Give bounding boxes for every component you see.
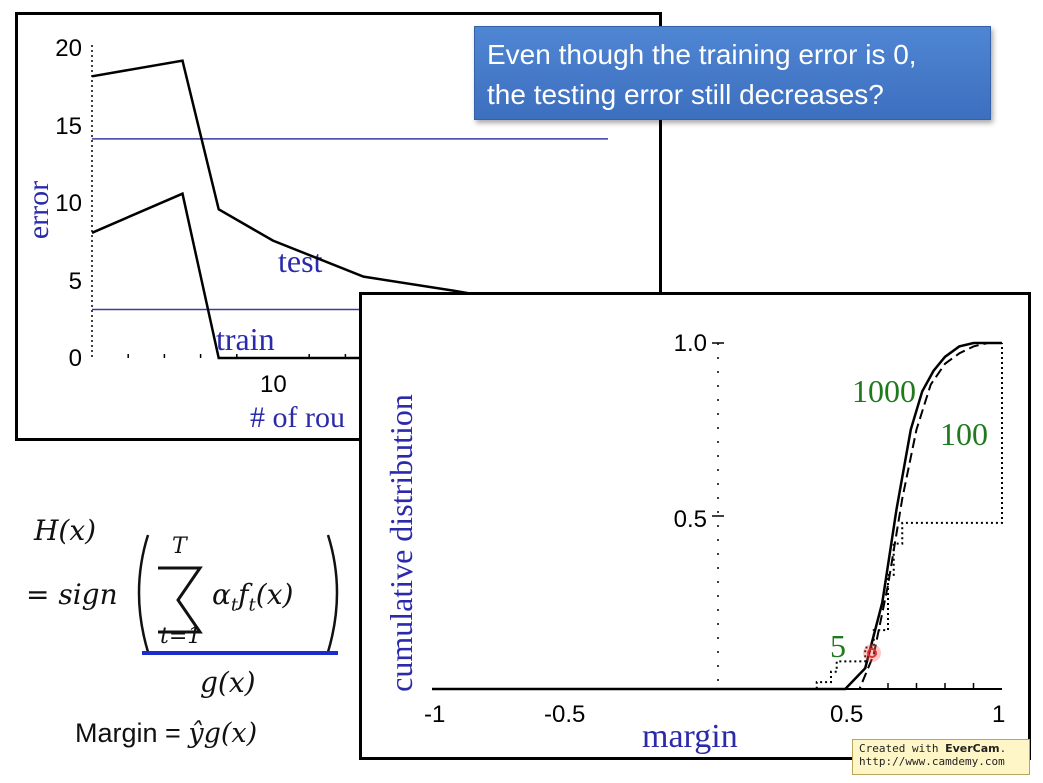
x-tick-neg1: -1: [424, 701, 445, 728]
error-chart-svg: error # of rou test train 10 0 5 10 15 2…: [22, 35, 690, 434]
rounds-axis-label: # of rou: [250, 401, 345, 434]
formula-lhs: H(x): [34, 514, 97, 547]
y-tick-10: 10: [55, 190, 82, 217]
g-label: g(x): [200, 666, 256, 699]
margin-chart-svg: cumulative distribution margin -1 -0.5 0…: [383, 330, 1005, 755]
g-underline: [142, 651, 338, 655]
formula-sign: = sign: [26, 578, 118, 611]
x-tick-0-5: 0.5: [830, 701, 863, 728]
margin-axis-label: margin: [642, 718, 738, 755]
error-axis-label: error: [22, 181, 55, 239]
hypothesis-formula: H(x) = sign T t=1 αtft(x) g(x): [0, 500, 355, 770]
y-tick-0-5: 0.5: [674, 506, 707, 533]
evercam-watermark[interactable]: Created with EverCam. http://www.camdemy…: [852, 739, 1030, 775]
train-curve-label: train: [216, 321, 275, 357]
x-tick-neg0-5: -0.5: [544, 701, 585, 728]
sum-upper-limit: T: [172, 534, 187, 559]
x-tick-1: 1: [992, 701, 1005, 728]
sum-lower-limit: t=1: [160, 624, 202, 649]
y-tick-20: 20: [55, 35, 82, 62]
x-tick-10: 10: [260, 371, 287, 398]
cdf-curve-1000: [432, 341, 1002, 691]
margin-definition: Margin = ŷg(x): [75, 718, 258, 749]
cursor-highlight: [863, 644, 881, 662]
y-tick-0: 0: [69, 345, 82, 372]
watermark-text: Created with EverCam.: [859, 742, 1007, 755]
cdf-curve-100: [432, 342, 1002, 690]
margin-chart-marks: [432, 341, 1003, 691]
cumulative-distribution-axis-label: cumulative distribution: [383, 394, 419, 692]
question-callout: Even though the training error is 0, the…: [474, 26, 991, 120]
curve-label-1000: 1000: [852, 373, 916, 409]
callout-line-2: the testing error still decreases?: [487, 79, 884, 110]
y-tick-5: 5: [69, 268, 82, 295]
summation-icon: [158, 566, 203, 634]
curve-label-100: 100: [940, 416, 988, 452]
callout-line-1: Even though the training error is 0,: [487, 39, 917, 70]
sum-term: αtft(x): [212, 578, 294, 616]
curve-label-5: 5: [830, 628, 846, 664]
watermark-url[interactable]: http://www.camdemy.com: [859, 755, 1005, 768]
test-curve-label: test: [278, 243, 323, 279]
formula-brackets: [137, 534, 339, 653]
y-tick-1-0: 1.0: [674, 330, 707, 357]
margin-distribution-chart: cumulative distribution margin -1 -0.5 0…: [359, 292, 1031, 760]
cursor-dot: [867, 648, 877, 658]
y-tick-15: 15: [55, 113, 82, 140]
